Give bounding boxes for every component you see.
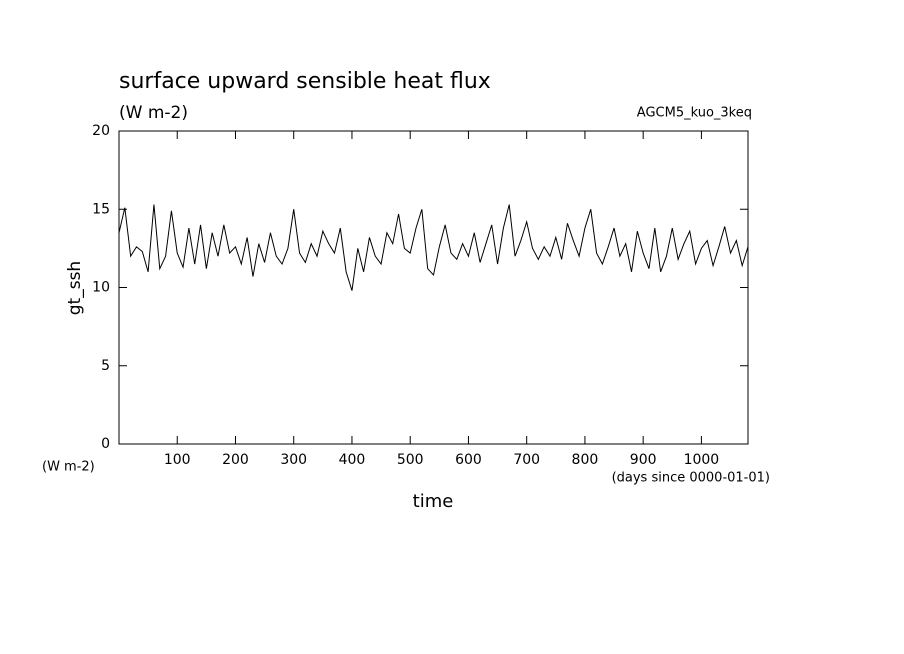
- x-tick-label: 500: [397, 452, 424, 468]
- annotation: AGCM5_kuo_3keq: [637, 106, 752, 121]
- chart-subtitle: (W m-2): [119, 103, 188, 123]
- x-tick-label: 800: [572, 452, 599, 468]
- x-tick-label: 300: [280, 452, 307, 468]
- chart-title: surface upward sensible heat flux: [119, 69, 491, 94]
- y-axis-label: gt_ssh: [65, 261, 85, 315]
- x-tick-label: 600: [455, 452, 482, 468]
- x-axis-unit: (days since 0000-01-01): [612, 471, 770, 486]
- y-tick-label: 0: [101, 436, 110, 452]
- x-tick-label: 400: [339, 452, 366, 468]
- x-tick-label: 900: [630, 452, 657, 468]
- y-axis-unit: (W m-2): [42, 460, 95, 475]
- x-tick-label: 100: [164, 452, 191, 468]
- y-tick-label: 15: [92, 201, 110, 217]
- x-axis-label: time: [413, 491, 454, 512]
- data-line: [118, 204, 749, 291]
- y-tick-label: 20: [92, 123, 110, 139]
- x-tick-label: 700: [513, 452, 540, 468]
- y-tick-label: 5: [101, 358, 110, 374]
- x-tick-label: 1000: [684, 452, 720, 468]
- x-tick-label: 200: [222, 452, 249, 468]
- y-tick-label: 10: [92, 280, 110, 296]
